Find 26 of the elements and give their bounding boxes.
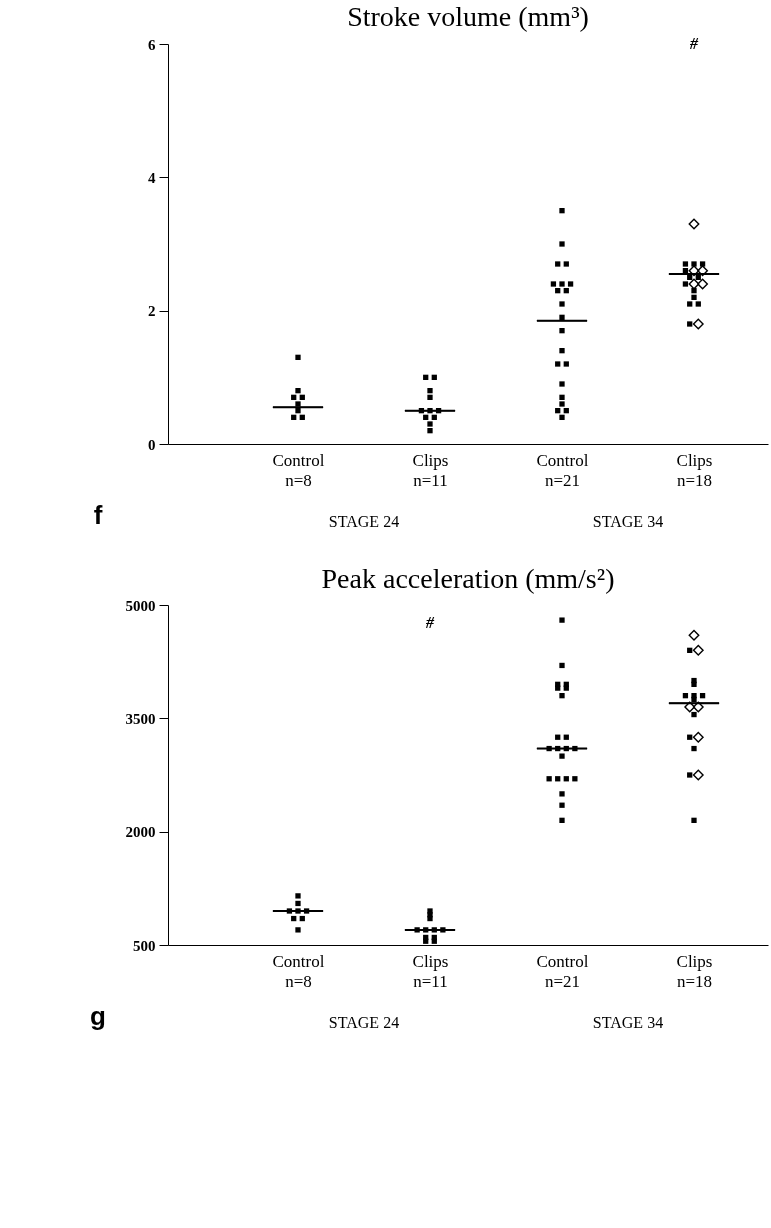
chart-title: Stroke volume (mm³) [347,1,589,32]
text: g [90,1001,106,1031]
annotation: # [425,614,435,631]
x-tick-label: Control n=8 [272,450,325,490]
x-tick-label: Clips n=18 [676,450,713,490]
annotation: # [689,35,699,52]
x-tick-label: Control n=8 [272,951,325,991]
x-tick-label: Clips n=11 [412,951,449,991]
y-tick-label: 0 [148,436,156,453]
y-tick-label: 4 [148,169,156,186]
text: STAGE 34 [592,513,664,530]
y-tick-label: 3500 [125,710,156,727]
x-tick-label: Clips n=11 [412,450,449,490]
x-tick-label: Control n=21 [536,951,589,991]
y-tick-label: 5000 [125,597,156,614]
chart-title: Peak acceleration (mm/s²) [321,563,615,594]
text: f [93,500,103,530]
y-tick-label: 2 [148,303,156,320]
text: STAGE 24 [328,513,400,530]
text: STAGE 34 [592,1014,664,1031]
y-tick-label: 6 [148,36,156,53]
x-tick-label: Clips n=18 [676,951,713,991]
y-tick-label: 2000 [125,824,156,841]
text: STAGE 24 [328,1014,400,1031]
x-tick-label: Control n=21 [536,450,589,490]
y-tick-label: 500 [133,937,156,954]
